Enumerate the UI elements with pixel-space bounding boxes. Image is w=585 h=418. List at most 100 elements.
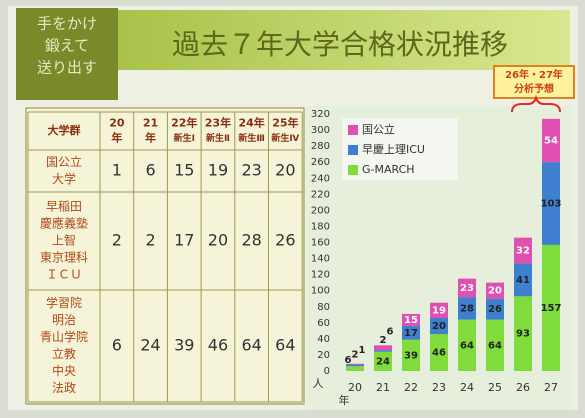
y-tick-label: 260	[311, 157, 330, 168]
x-tick-label: 26	[516, 381, 530, 394]
data-label: 26	[488, 304, 502, 315]
motto: 手をかけ	[37, 15, 97, 33]
y-tick-label: 280	[311, 141, 330, 152]
row-label: 東京理科	[40, 251, 88, 265]
bar-segment	[374, 345, 392, 350]
column-header: 新生Ⅲ	[238, 132, 265, 144]
row-label: 国公立	[46, 154, 82, 169]
row-label: 明治	[52, 313, 76, 327]
x-tick-label: 22	[404, 381, 418, 394]
y-tick-label: 20	[317, 350, 330, 361]
x-tick-label: 20	[348, 381, 362, 394]
data-label: 41	[516, 275, 530, 286]
y-tick-label: 40	[317, 334, 330, 345]
x-tick-label: 25	[488, 381, 502, 394]
data-label: 6	[387, 326, 394, 337]
cell-value: 20	[275, 161, 295, 180]
row-label: 青山学院	[40, 329, 88, 344]
column-header: 新生Ⅳ	[271, 132, 299, 144]
data-label: 2	[352, 350, 359, 361]
cell-value: 17	[174, 231, 194, 250]
data-label: 64	[488, 340, 502, 351]
data-label: 32	[516, 246, 530, 257]
y-tick-label: 180	[311, 221, 330, 232]
motto: 送り出す	[37, 59, 97, 77]
cell-value: 64	[275, 336, 295, 355]
data-label: 24	[376, 356, 390, 367]
annotation: 分析予想	[514, 82, 554, 95]
y-tick-label: 100	[311, 286, 330, 297]
column-header: 年	[111, 131, 122, 145]
row-label: 早稲田	[46, 200, 82, 214]
column-header: 新生Ⅱ	[206, 132, 230, 144]
data-label: 20	[488, 286, 502, 297]
legend-label: G-MARCH	[362, 163, 415, 176]
annotation: 26年・27年	[505, 68, 563, 81]
column-header: 22年	[171, 116, 197, 130]
y-axis-label: 人	[313, 377, 324, 390]
row-label: 大学	[52, 171, 76, 186]
data-label: 46	[432, 348, 446, 359]
data-label: 54	[544, 136, 558, 147]
legend-swatch	[348, 165, 358, 175]
cell-value: 6	[145, 161, 155, 180]
x-tick-label: 21	[376, 381, 390, 394]
bar-segment	[346, 366, 364, 371]
legend-swatch	[348, 125, 358, 135]
y-tick-label: 300	[311, 125, 330, 136]
column-header: 25年	[272, 116, 298, 130]
cell-value: 15	[174, 161, 194, 180]
slide: 手をかけ 鍛えて 送り出す 過去７年大学合格状況推移 大学群20年21年22年新…	[0, 0, 585, 418]
y-tick-label: 80	[317, 302, 330, 313]
column-header: 年	[145, 131, 156, 145]
row-label: 上智	[52, 233, 76, 248]
data-label: 19	[432, 305, 446, 316]
data-label: 28	[460, 303, 474, 314]
cell-value: 26	[275, 231, 295, 250]
page: {"header":{"motto":["手をかけ","鍛えて","送り出す"]…	[0, 0, 585, 418]
legend-label: 国公立	[362, 122, 395, 136]
row-label: 慶應義塾	[40, 216, 88, 231]
x-tick-label: 27	[544, 381, 558, 394]
motto: 鍛えて	[45, 37, 89, 55]
data-label: 157	[541, 303, 562, 314]
bar-segment	[374, 350, 392, 352]
y-tick-label: 140	[311, 254, 330, 265]
data-label: 93	[516, 329, 530, 340]
cell-value: 2	[112, 231, 122, 250]
y-tick-label: 60	[317, 318, 330, 329]
x-tick-label: 23	[432, 381, 446, 394]
cell-value: 24	[140, 336, 160, 355]
data-label: 17	[404, 328, 418, 339]
x-axis-label: 年	[339, 393, 350, 407]
row-label: 法政	[52, 381, 76, 395]
data-label: 2	[380, 335, 387, 346]
row-label: ＩＣＵ	[46, 268, 82, 282]
cell-value: 28	[241, 231, 261, 250]
y-tick-label: 160	[311, 238, 330, 249]
bar-segment	[346, 365, 364, 367]
cell-value: 1	[112, 161, 122, 180]
column-header: 23年	[205, 116, 231, 130]
title: 過去７年大学合格状況推移	[172, 28, 508, 61]
cell-value: 20	[208, 231, 228, 250]
cell-value: 23	[241, 161, 261, 180]
y-tick-label: 120	[311, 270, 330, 281]
y-tick-label: 240	[311, 173, 330, 184]
row-label: 立教	[52, 346, 76, 361]
legend-label: 早慶上理ICU	[362, 142, 425, 156]
cell-value: 64	[241, 336, 261, 355]
y-tick-label: 320	[311, 109, 330, 120]
data-label: 103	[541, 199, 562, 210]
column-header: 21	[143, 117, 158, 130]
data-label: 15	[404, 315, 418, 326]
y-tick-label: 0	[324, 366, 330, 377]
y-tick-label: 200	[311, 205, 330, 216]
cell-value: 19	[208, 161, 228, 180]
data-label: 39	[404, 350, 418, 361]
column-header: 24年	[238, 116, 264, 130]
legend-swatch	[348, 145, 358, 155]
y-tick-label: 220	[311, 189, 330, 200]
column-header: 20	[109, 117, 125, 130]
row-label: 学習院	[46, 295, 82, 310]
